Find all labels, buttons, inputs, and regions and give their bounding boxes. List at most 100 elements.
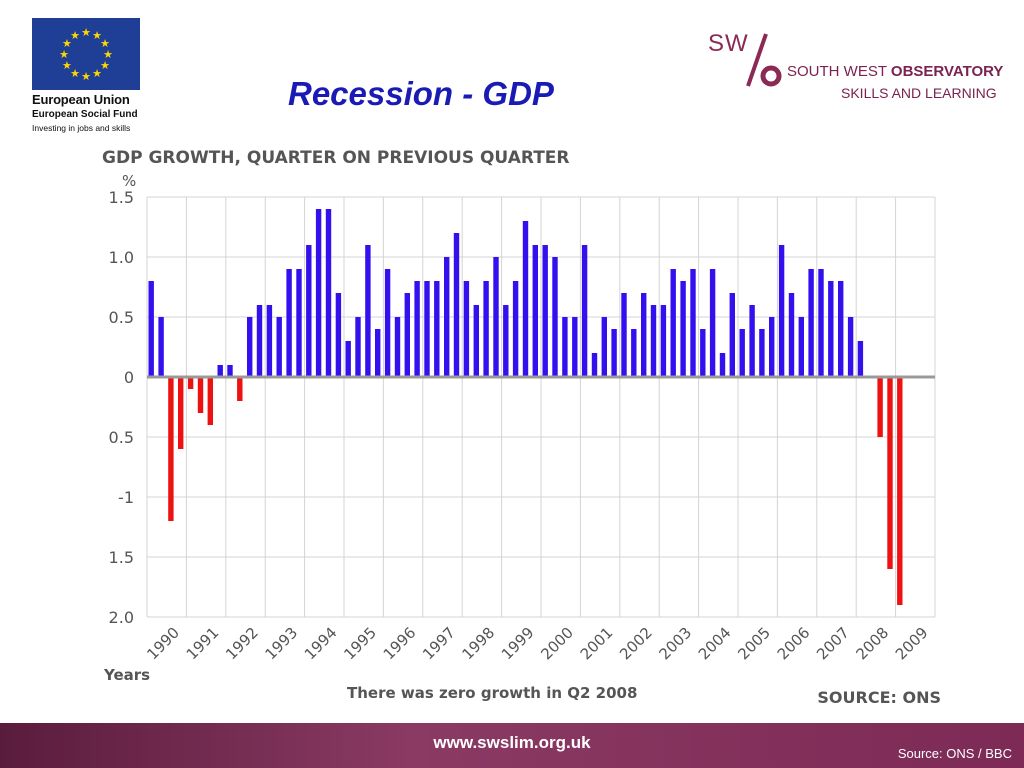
y-tick-label: 0.5	[109, 428, 134, 447]
bar	[345, 341, 351, 377]
bar	[178, 377, 184, 449]
footer-source: Source: ONS / BBC	[897, 746, 1012, 761]
bar	[247, 317, 253, 377]
bar	[749, 305, 755, 377]
bar	[217, 365, 223, 377]
bar	[197, 377, 204, 413]
eu-star-icon: ★	[100, 37, 110, 50]
bar	[709, 269, 716, 377]
footer-url[interactable]: www.swslim.org.uk	[433, 733, 591, 752]
bar	[148, 281, 154, 377]
bar	[857, 341, 864, 377]
bar	[286, 269, 292, 377]
bar	[503, 305, 509, 377]
eu-star-icon: ★	[103, 48, 113, 61]
bar	[611, 329, 617, 377]
bar	[365, 245, 371, 377]
bar	[453, 233, 460, 377]
bar	[562, 317, 568, 377]
bar	[581, 245, 588, 377]
eu-flag-icon: ★ ★ ★ ★ ★ ★ ★ ★ ★ ★ ★ ★	[32, 18, 140, 90]
y-tick-label: 1.0	[109, 248, 134, 267]
bar	[601, 317, 607, 377]
swo-name-bold: OBSERVATORY	[890, 63, 1004, 80]
bar	[769, 317, 775, 377]
bar	[828, 281, 834, 377]
bar	[690, 269, 696, 377]
eu-star-icon: ★	[81, 26, 91, 39]
bar	[355, 317, 361, 377]
chart-title: GDP GROWTH, QUARTER ON PREVIOUS QUARTER	[102, 148, 570, 168]
bar	[778, 245, 785, 377]
bar	[394, 317, 401, 377]
chart-source: SOURCE: ONS	[817, 688, 941, 707]
y-tick-label: 1.5	[109, 548, 134, 567]
bar	[700, 329, 706, 377]
eu-star-icon: ★	[59, 48, 69, 61]
bar	[325, 209, 332, 377]
eu-stars-icon: ★ ★★★★★★★★★★★	[59, 26, 113, 83]
bar	[512, 281, 519, 377]
eu-star-icon: ★	[81, 70, 91, 83]
chart-annotation: There was zero growth in Q2 2008	[347, 684, 637, 702]
bar	[591, 353, 598, 377]
bar	[897, 377, 903, 605]
bar	[414, 281, 420, 377]
bar	[542, 245, 548, 377]
eu-star-icon: ★	[70, 67, 80, 80]
eu-star-icon: ★	[70, 29, 80, 42]
bar	[631, 329, 637, 377]
swo-initials: SW	[708, 30, 749, 57]
bar	[266, 305, 273, 377]
y-tick-label: 2.0	[109, 608, 134, 627]
bar	[207, 377, 213, 425]
eu-star-icon: ★	[100, 59, 110, 72]
bar	[641, 293, 647, 377]
bar	[847, 317, 854, 377]
y-axis-label: %	[122, 172, 136, 190]
slide-title: Recession - GDP	[288, 75, 554, 112]
bar	[798, 317, 804, 377]
bar	[483, 281, 489, 377]
bar	[739, 329, 745, 377]
bar	[621, 293, 627, 377]
bar	[276, 317, 282, 377]
y-tick-label: 1.5	[109, 188, 134, 207]
bar	[384, 269, 391, 377]
eu-star-icon: ★	[92, 29, 102, 42]
bar	[650, 305, 657, 377]
bar	[256, 305, 263, 377]
bar	[434, 281, 440, 377]
swo-logo: SW SOUTH WEST OBSERVATORY SKILLS AND LEA…	[708, 30, 1008, 108]
bar	[680, 281, 686, 377]
bar	[444, 257, 450, 377]
bar	[838, 281, 844, 377]
x-axis-label: Years	[103, 666, 150, 684]
eu-star-icon: ★	[92, 67, 102, 80]
bar	[532, 245, 538, 377]
eu-fund-name: European Social Fund	[32, 109, 138, 120]
eu-star-icon: ★	[62, 37, 72, 50]
chart-bars	[148, 209, 903, 605]
bar	[729, 293, 735, 377]
y-tick-label: -1	[118, 488, 134, 507]
swo-slash-o-icon	[746, 33, 782, 87]
swo-subtitle: SKILLS AND LEARNING	[841, 85, 997, 101]
eu-logo: ★ ★ ★ ★ ★ ★ ★ ★ ★ ★ ★ ★ European Union European Soc…	[28, 16, 148, 134]
swo-name-regular: SOUTH WEST	[787, 63, 891, 80]
bar	[306, 245, 312, 377]
bar	[296, 269, 302, 377]
y-tick-label: 0	[124, 368, 134, 387]
bar	[375, 329, 381, 377]
bar	[552, 257, 558, 377]
bar	[404, 293, 410, 377]
bar	[158, 317, 164, 377]
bar	[187, 377, 194, 389]
eu-tagline: Investing in jobs and skills	[32, 123, 131, 133]
eu-name: European Union	[32, 92, 130, 107]
bar	[759, 329, 765, 377]
bar	[887, 377, 893, 569]
y-tick-label: 0.5	[109, 308, 134, 327]
bar	[818, 269, 824, 377]
